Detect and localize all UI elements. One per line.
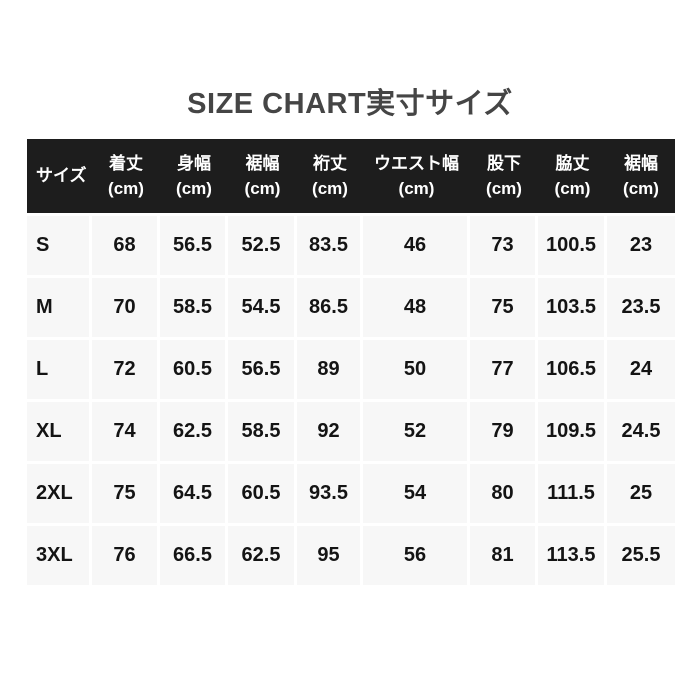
column-header-label: 裄丈 xyxy=(313,153,347,173)
measurement-cell: 95 xyxy=(297,526,363,585)
size-label-cell: XL xyxy=(27,402,92,464)
column-header-label: 裾幅 xyxy=(245,153,280,173)
table-header-row: サイズ 着丈 (cm) 身幅 (cm) 裾幅 (cm) 裄丈 (cm) ウエスト幅 (cm) 股下 (c… xyxy=(27,139,675,213)
column-header-unit: (cm) xyxy=(486,179,522,198)
column-header: 股下 (cm) xyxy=(470,139,538,213)
column-header-unit: (cm) xyxy=(554,179,591,198)
column-header: 裾幅 (cm) xyxy=(228,139,297,213)
measurement-cell: 52.5 xyxy=(228,213,297,278)
page-title: SIZE CHART実寸サイズ xyxy=(187,88,513,120)
measurement-cell: 66.5 xyxy=(160,526,228,585)
measurement-cell: 77 xyxy=(470,340,538,402)
column-header: 裄丈 (cm) xyxy=(297,139,363,213)
table-row: S 68 56.5 52.5 83.5 46 73 100.5 23 xyxy=(27,213,675,278)
measurement-cell: 24 xyxy=(607,340,675,402)
measurement-cell: 72 xyxy=(92,340,160,402)
table-row: XL 74 62.5 58.5 92 52 79 109.5 24.5 xyxy=(27,402,675,464)
table-body: S 68 56.5 52.5 83.5 46 73 100.5 23 M 70 58.5 54.5 86.… xyxy=(27,213,675,585)
measurement-cell: 58.5 xyxy=(228,402,297,464)
column-header: 裾幅 (cm) xyxy=(607,139,675,213)
measurement-cell: 103.5 xyxy=(538,278,607,340)
column-header-label: 裾幅 xyxy=(624,153,658,173)
measurement-cell: 56 xyxy=(363,526,470,585)
measurement-cell: 56.5 xyxy=(228,340,297,402)
column-header-label: 脇丈 xyxy=(555,153,590,173)
column-header: 脇丈 (cm) xyxy=(538,139,607,213)
size-chart-table: サイズ 着丈 (cm) 身幅 (cm) 裾幅 (cm) 裄丈 (cm) ウエスト幅 (cm) 股下 (c… xyxy=(27,139,675,585)
measurement-cell: 48 xyxy=(363,278,470,340)
column-header-unit: (cm) xyxy=(108,179,144,198)
column-header-unit: (cm) xyxy=(398,179,435,198)
measurement-cell: 25 xyxy=(607,464,675,526)
table-row: 3XL 76 66.5 62.5 95 56 81 113.5 25.5 xyxy=(27,526,675,585)
measurement-cell: 56.5 xyxy=(160,213,228,278)
column-header-label: ウエスト幅 xyxy=(374,153,459,173)
measurement-cell: 89 xyxy=(297,340,363,402)
column-header: 身幅 (cm) xyxy=(160,139,228,213)
measurement-cell: 24.5 xyxy=(607,402,675,464)
measurement-cell: 23 xyxy=(607,213,675,278)
measurement-cell: 60.5 xyxy=(228,464,297,526)
size-label-cell: 3XL xyxy=(27,526,92,585)
measurement-cell: 54 xyxy=(363,464,470,526)
measurement-cell: 76 xyxy=(92,526,160,585)
column-header-label: サイズ xyxy=(36,166,87,186)
size-label-cell: S xyxy=(27,213,92,278)
table-row: M 70 58.5 54.5 86.5 48 75 103.5 23.5 xyxy=(27,278,675,340)
measurement-cell: 106.5 xyxy=(538,340,607,402)
measurement-cell: 58.5 xyxy=(160,278,228,340)
measurement-cell: 100.5 xyxy=(538,213,607,278)
measurement-cell: 70 xyxy=(92,278,160,340)
measurement-cell: 50 xyxy=(363,340,470,402)
measurement-cell: 62.5 xyxy=(228,526,297,585)
measurement-cell: 73 xyxy=(470,213,538,278)
measurement-cell: 113.5 xyxy=(538,526,607,585)
measurement-cell: 46 xyxy=(363,213,470,278)
table-row: L 72 60.5 56.5 89 50 77 106.5 24 xyxy=(27,340,675,402)
measurement-cell: 74 xyxy=(92,402,160,464)
measurement-cell: 81 xyxy=(470,526,538,585)
column-header-label: 身幅 xyxy=(177,153,211,173)
measurement-cell: 83.5 xyxy=(297,213,363,278)
measurement-cell: 25.5 xyxy=(607,526,675,585)
measurement-cell: 93.5 xyxy=(297,464,363,526)
column-header-unit: (cm) xyxy=(312,179,348,198)
size-label-cell: M xyxy=(27,278,92,340)
measurement-cell: 54.5 xyxy=(228,278,297,340)
column-header-unit: (cm) xyxy=(623,179,659,198)
column-header-label: 股下 xyxy=(487,153,521,173)
measurement-cell: 109.5 xyxy=(538,402,607,464)
table-row: 2XL 75 64.5 60.5 93.5 54 80 111.5 25 xyxy=(27,464,675,526)
measurement-cell: 80 xyxy=(470,464,538,526)
column-header: 着丈 (cm) xyxy=(92,139,160,213)
measurement-cell: 111.5 xyxy=(538,464,607,526)
measurement-cell: 75 xyxy=(92,464,160,526)
measurement-cell: 75 xyxy=(470,278,538,340)
measurement-cell: 68 xyxy=(92,213,160,278)
measurement-cell: 86.5 xyxy=(297,278,363,340)
column-header: サイズ xyxy=(27,139,92,213)
measurement-cell: 52 xyxy=(363,402,470,464)
measurement-cell: 60.5 xyxy=(160,340,228,402)
size-label-cell: L xyxy=(27,340,92,402)
measurement-cell: 92 xyxy=(297,402,363,464)
column-header-unit: (cm) xyxy=(244,179,281,198)
column-header-label: 着丈 xyxy=(109,153,143,173)
measurement-cell: 62.5 xyxy=(160,402,228,464)
column-header-unit: (cm) xyxy=(176,179,212,198)
measurement-cell: 23.5 xyxy=(607,278,675,340)
column-header: ウエスト幅 (cm) xyxy=(363,139,470,213)
measurement-cell: 64.5 xyxy=(160,464,228,526)
size-label-cell: 2XL xyxy=(27,464,92,526)
measurement-cell: 79 xyxy=(470,402,538,464)
